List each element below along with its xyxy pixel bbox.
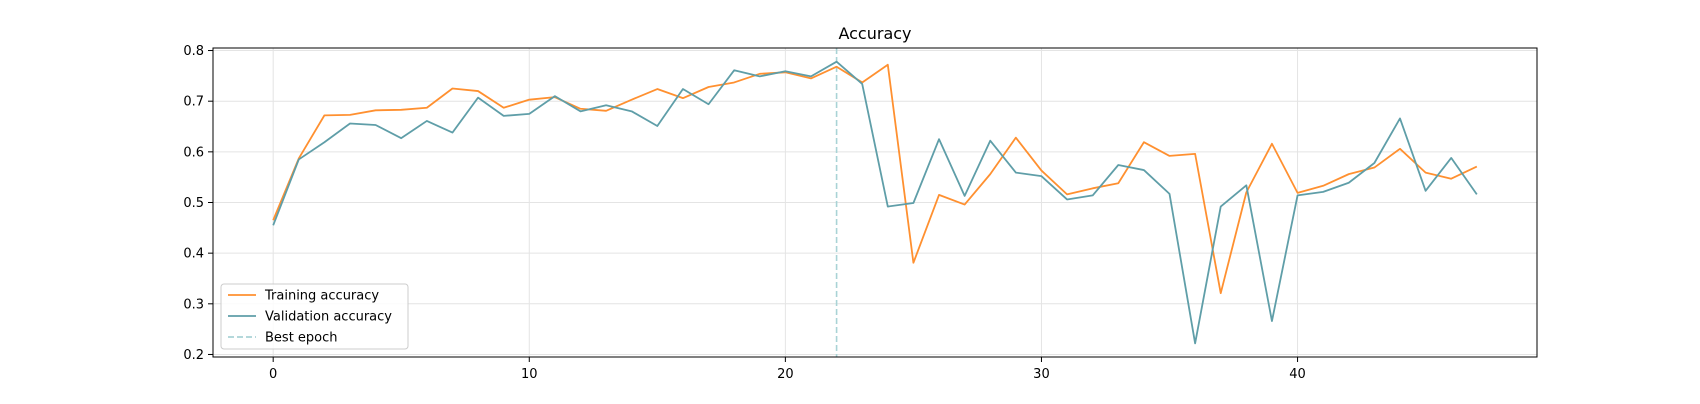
series-training [273,65,1477,294]
y-tick-label: 0.6 [183,145,204,160]
y-tick-label: 0.4 [183,247,204,262]
y-tick-label: 0.5 [183,196,204,211]
chart-title: Accuracy [838,24,911,43]
x-tick-label: 10 [521,367,538,382]
series-line [273,65,1477,293]
x-tick-label: 40 [1289,367,1306,382]
legend-label: Training accuracy [264,289,379,304]
y-tick-label: 0.3 [183,297,204,312]
grid [213,48,1537,357]
legend-label: Best epoch [265,331,338,346]
legend-label: Validation accuracy [265,310,392,325]
x-tick-label: 20 [777,367,794,382]
legend: Training accuracy Validation accuracy Best… [221,284,408,349]
x-tick-label: 30 [1033,367,1050,382]
y-tick-label: 0.2 [183,348,204,363]
y-tick-label: 0.8 [183,44,204,59]
x-tick-label: 0 [269,367,277,382]
y-tick-label: 0.7 [183,95,204,110]
